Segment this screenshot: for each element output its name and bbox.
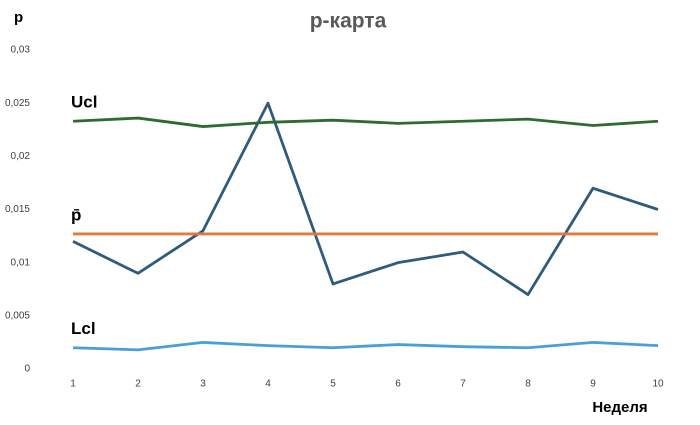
- series-line: [72, 101, 659, 296]
- y-tick-label: 0,015: [5, 204, 30, 215]
- x-tick-label: 9: [590, 379, 596, 390]
- x-tick-label: 8: [525, 379, 531, 390]
- series-line: [72, 116, 659, 128]
- x-tick-label: 6: [395, 379, 401, 390]
- series-label: p̄: [71, 205, 81, 224]
- y-tick-label: 0,005: [5, 310, 30, 321]
- x-tick-label: 2: [135, 379, 141, 390]
- y-tick-label: 0,025: [5, 98, 30, 109]
- y-tick-label: 0: [24, 364, 30, 375]
- chart-title: p-карта: [310, 10, 387, 33]
- y-tick-label: 0,03: [11, 45, 31, 56]
- y-tick-label: 0,02: [11, 151, 31, 162]
- series-line: [72, 341, 659, 352]
- series-label: Lcl: [71, 319, 96, 338]
- y-tick-label: 0,01: [11, 257, 31, 268]
- x-tick-label: 4: [265, 379, 271, 390]
- x-tick-label: 1: [70, 379, 76, 390]
- series-label: Ucl: [71, 93, 97, 112]
- x-axis-label: Неделя: [592, 399, 647, 416]
- x-tick-label: 7: [460, 379, 466, 390]
- x-tick-label: 3: [200, 379, 206, 390]
- x-tick-label: 10: [652, 379, 664, 390]
- y-axis-label: p: [14, 9, 23, 26]
- x-tick-label: 5: [330, 379, 336, 390]
